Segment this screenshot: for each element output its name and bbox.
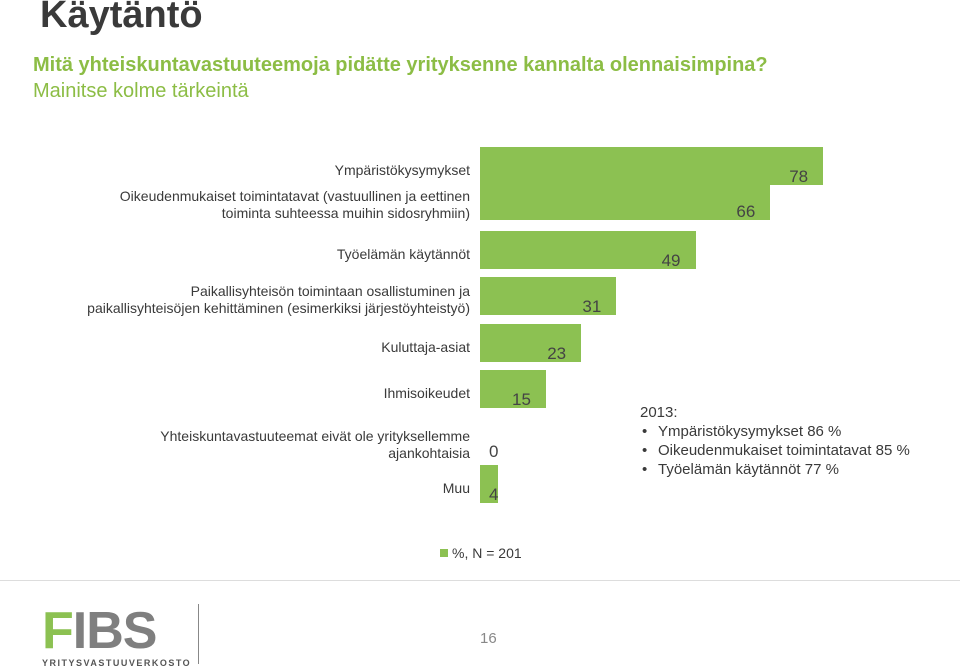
note-item: Työelämän käytännöt 77 % xyxy=(640,460,910,479)
data-label: 31 xyxy=(582,297,602,316)
data-label: 15 xyxy=(512,390,531,409)
category-label-line: ajankohtaisia xyxy=(388,445,470,461)
page-number: 16 xyxy=(480,630,497,647)
category-label-line: Oikeudenmukaiset toimintatavat (vastuull… xyxy=(119,188,470,204)
data-label: 4 xyxy=(489,485,499,504)
data-label: 49 xyxy=(661,251,681,270)
data-label: 23 xyxy=(547,344,567,363)
category-label-line: Muu xyxy=(442,479,470,496)
bar xyxy=(480,277,617,315)
category-label: Työelämän käytännöt xyxy=(30,246,470,263)
legend-swatch xyxy=(440,549,448,557)
category-label: Ympäristökysymykset xyxy=(30,162,470,179)
category-label-line: Kuluttaja-asiat xyxy=(381,338,470,355)
bar xyxy=(480,370,546,408)
note-heading: 2013: xyxy=(640,404,678,421)
page-title: Käytäntö xyxy=(40,0,203,36)
category-label-line: Ympäristökysymykset xyxy=(334,161,470,178)
logo-tagline: YRITYSVASTUUVERKOSTO xyxy=(42,658,192,668)
category-label-line: Paikallisyhteisön toimintaan osallistumi… xyxy=(190,283,470,299)
bar xyxy=(480,465,498,503)
bar xyxy=(480,324,582,362)
category-label-line: Yhteiskuntavastuuteemat eivät ole yrityk… xyxy=(160,428,470,444)
question-text: Mitä yhteiskuntavastuuteemoja pidätte yr… xyxy=(33,54,768,76)
category-label-line: paikallisyhteisöjen kehittäminen (esimer… xyxy=(87,300,470,316)
data-label: 0 xyxy=(489,442,499,461)
category-label: Kuluttaja-asiat xyxy=(30,339,470,356)
bar xyxy=(480,147,824,185)
bar xyxy=(480,182,771,220)
category-label: Paikallisyhteisön toimintaan osallistumi… xyxy=(30,283,470,317)
note-item: Oikeudenmukaiset toimintatavat 85 % xyxy=(640,441,910,460)
note-item: Ympäristökysymykset 86 % xyxy=(640,422,910,441)
chart-legend: %, N = 201 xyxy=(440,545,522,561)
category-label: Muu xyxy=(30,480,470,497)
category-label-line: Ihmisoikeudet xyxy=(383,384,470,401)
footer-divider xyxy=(0,580,960,581)
data-label: 66 xyxy=(736,202,756,221)
logo-letters: IBS xyxy=(72,602,158,660)
category-label-line: Työelämän käytännöt xyxy=(336,245,470,262)
legend-label: %, N = 201 xyxy=(452,545,522,561)
fibs-logo: FIBS YRITYSVASTUUVERKOSTO xyxy=(42,605,192,668)
category-label-line: toiminta suhteessa muihin sidosryhmiin) xyxy=(221,205,470,221)
category-label: Oikeudenmukaiset toimintatavat (vastuull… xyxy=(30,188,470,222)
category-label: Yhteiskuntavastuuteemat eivät ole yrityk… xyxy=(30,428,470,462)
question-subtitle: Mainitse kolme tärkeintä xyxy=(33,80,249,102)
logo-letter-f: F xyxy=(42,602,74,660)
bar xyxy=(480,231,696,269)
comparison-note: 2013: Ympäristökysymykset 86 % Oikeudenm… xyxy=(640,403,910,479)
category-label: Ihmisoikeudet xyxy=(30,385,470,402)
logo-divider xyxy=(198,604,199,664)
data-label: 78 xyxy=(789,167,809,186)
